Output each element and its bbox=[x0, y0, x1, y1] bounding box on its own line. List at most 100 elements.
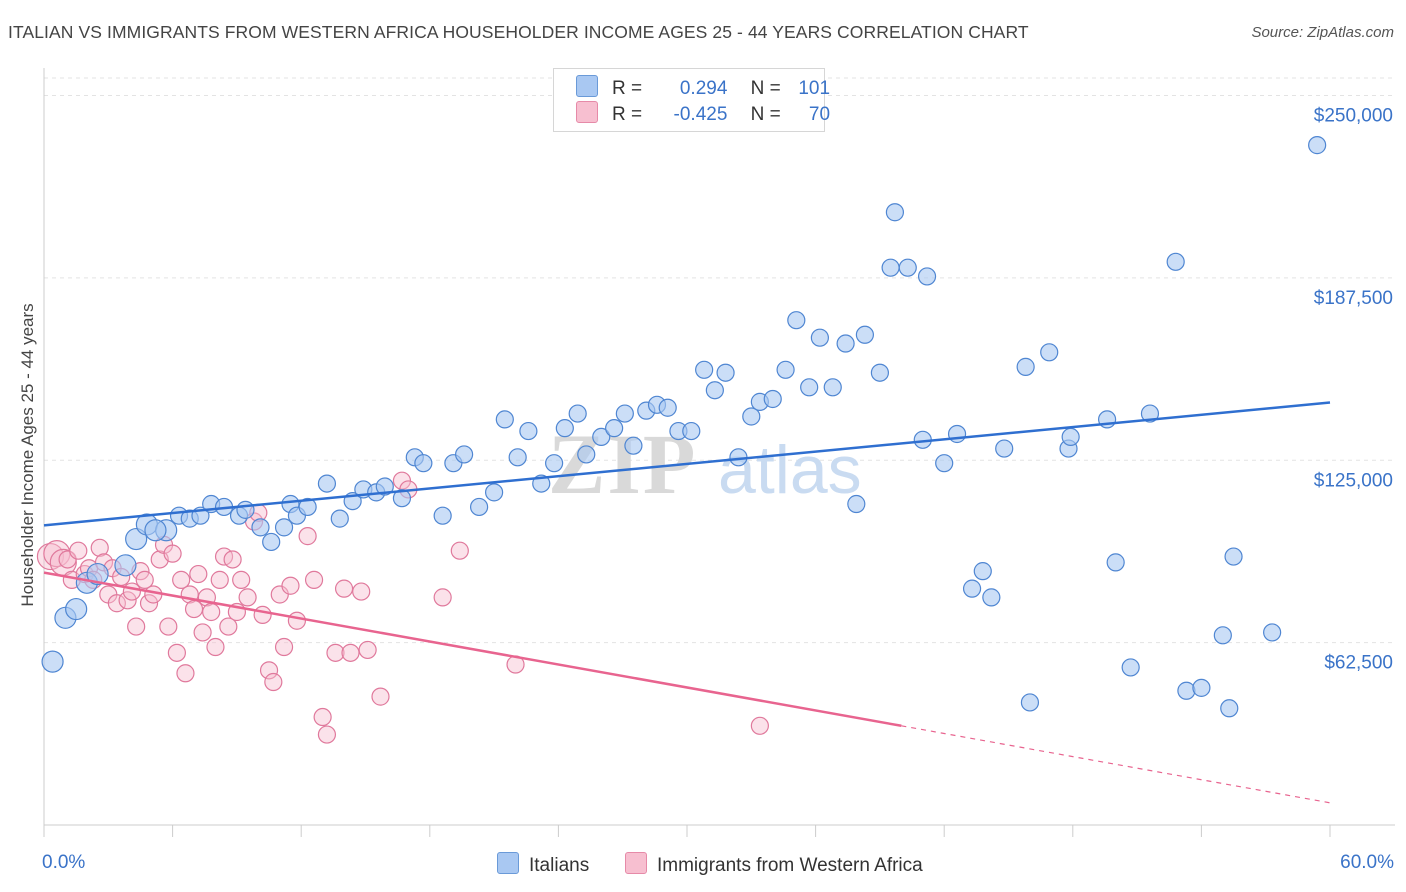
blue-point bbox=[823, 378, 842, 397]
regression-lines bbox=[43, 401, 1331, 804]
blue-point bbox=[274, 518, 294, 537]
blue-point bbox=[885, 203, 905, 222]
pink-point bbox=[238, 588, 257, 607]
pink-point bbox=[358, 640, 377, 660]
pink-point bbox=[264, 672, 283, 692]
blue-point bbox=[705, 381, 724, 400]
watermark-atlas: atlas bbox=[718, 432, 862, 508]
pink-point bbox=[274, 637, 294, 657]
pink-point bbox=[69, 541, 88, 560]
legend-n-label: N = bbox=[750, 104, 781, 125]
pink-point bbox=[163, 544, 182, 563]
blue-point bbox=[330, 509, 349, 528]
pink-point bbox=[206, 637, 225, 657]
pink-point bbox=[371, 687, 390, 706]
legend-swatch-pink bbox=[576, 101, 598, 123]
pink-point bbox=[210, 570, 229, 589]
source-label: Source: ZipAtlas.com bbox=[1251, 24, 1394, 41]
legend-n-label: N = bbox=[750, 78, 781, 99]
blue-point bbox=[1016, 357, 1035, 376]
blue-point bbox=[545, 454, 564, 473]
legend-n-value: 101 bbox=[798, 78, 831, 99]
blue-point bbox=[1177, 681, 1196, 700]
legend-label-western-africa: Immigrants from Western Africa bbox=[657, 855, 923, 876]
legend-row-western-africa: R = -0.425 N = 70 bbox=[576, 101, 830, 127]
y-tick-labels: $62,500 $125,000 $187,500 $250,000 bbox=[1314, 106, 1393, 674]
blue-point bbox=[41, 650, 64, 673]
blue-point bbox=[917, 267, 937, 286]
pink-point bbox=[253, 605, 272, 625]
pink-point bbox=[281, 576, 300, 595]
legend-row-italians: R = 0.294 N = 101 bbox=[576, 75, 830, 101]
blue-point bbox=[1140, 404, 1160, 423]
legend-n-value: 70 bbox=[808, 104, 831, 125]
pink-point bbox=[139, 594, 159, 613]
y-tick-label: $125,000 bbox=[1314, 470, 1393, 491]
pink-point bbox=[172, 570, 191, 589]
blue-point bbox=[298, 497, 317, 517]
blue-point bbox=[1220, 699, 1239, 718]
pink-point bbox=[159, 617, 178, 636]
grid-lines bbox=[44, 77, 1395, 644]
blue-point bbox=[973, 562, 992, 581]
blue-point bbox=[495, 410, 514, 429]
blue-point bbox=[114, 554, 137, 577]
western-africa-regression-line bbox=[43, 571, 902, 728]
pink-point bbox=[259, 661, 279, 680]
blue-point bbox=[836, 334, 855, 353]
blue-point bbox=[555, 419, 574, 438]
y-tick-label: $62,500 bbox=[1324, 653, 1393, 674]
blue-point bbox=[65, 597, 88, 621]
blue-point bbox=[485, 483, 504, 502]
pink-point bbox=[219, 617, 238, 636]
blue-point bbox=[1213, 626, 1232, 645]
blue-point bbox=[947, 424, 967, 444]
blue-point bbox=[469, 497, 489, 517]
pink-point bbox=[107, 594, 126, 613]
blue-point bbox=[317, 474, 337, 493]
blue-point bbox=[787, 311, 806, 330]
blue-point bbox=[1121, 658, 1140, 677]
blue-point bbox=[144, 519, 167, 542]
legend-r-label: R = bbox=[612, 104, 643, 125]
pink-point bbox=[341, 643, 360, 662]
blue-point bbox=[1224, 547, 1243, 566]
blue-point bbox=[658, 398, 677, 417]
legend-item-western-africa: Immigrants from Western Africa bbox=[625, 852, 923, 877]
pink-point bbox=[298, 527, 317, 546]
blue-point bbox=[847, 494, 866, 514]
pink-point bbox=[90, 538, 109, 557]
pink-point bbox=[352, 582, 371, 601]
legend-r-label: R = bbox=[612, 78, 643, 99]
pink-point bbox=[433, 588, 452, 607]
pink-point bbox=[334, 579, 354, 598]
blue-point bbox=[624, 436, 643, 455]
pink-point bbox=[313, 707, 332, 727]
pink-point bbox=[167, 643, 186, 662]
pink-point bbox=[135, 570, 154, 589]
axes bbox=[43, 68, 1395, 837]
legend-r-value: 0.294 bbox=[679, 78, 728, 99]
blue-point bbox=[855, 325, 874, 344]
chart-title: ITALIAN VS IMMIGRANTS FROM WESTERN AFRIC… bbox=[8, 22, 1029, 42]
pink-point bbox=[232, 570, 251, 589]
pink-point bbox=[144, 585, 163, 604]
blue-point bbox=[776, 360, 795, 379]
italians-regression-line bbox=[43, 401, 1331, 527]
pink-point bbox=[450, 541, 469, 560]
blue-point bbox=[236, 500, 255, 519]
blue-point bbox=[1166, 252, 1185, 271]
blue-point bbox=[763, 389, 782, 409]
blue-point bbox=[615, 404, 634, 423]
western-africa-regression-extension bbox=[901, 725, 1331, 804]
blue-point bbox=[1308, 136, 1327, 155]
blue-point bbox=[508, 448, 527, 467]
blue-point bbox=[375, 477, 394, 496]
pink-point bbox=[287, 611, 307, 630]
legend-swatch-blue bbox=[497, 852, 519, 874]
pink-point bbox=[317, 725, 337, 744]
blue-point bbox=[1263, 623, 1282, 642]
stats-legend: R = 0.294 N = 101 R = -0.425 N = 70 bbox=[553, 68, 830, 132]
blue-point bbox=[568, 404, 587, 423]
blue-series-points bbox=[41, 136, 1327, 718]
